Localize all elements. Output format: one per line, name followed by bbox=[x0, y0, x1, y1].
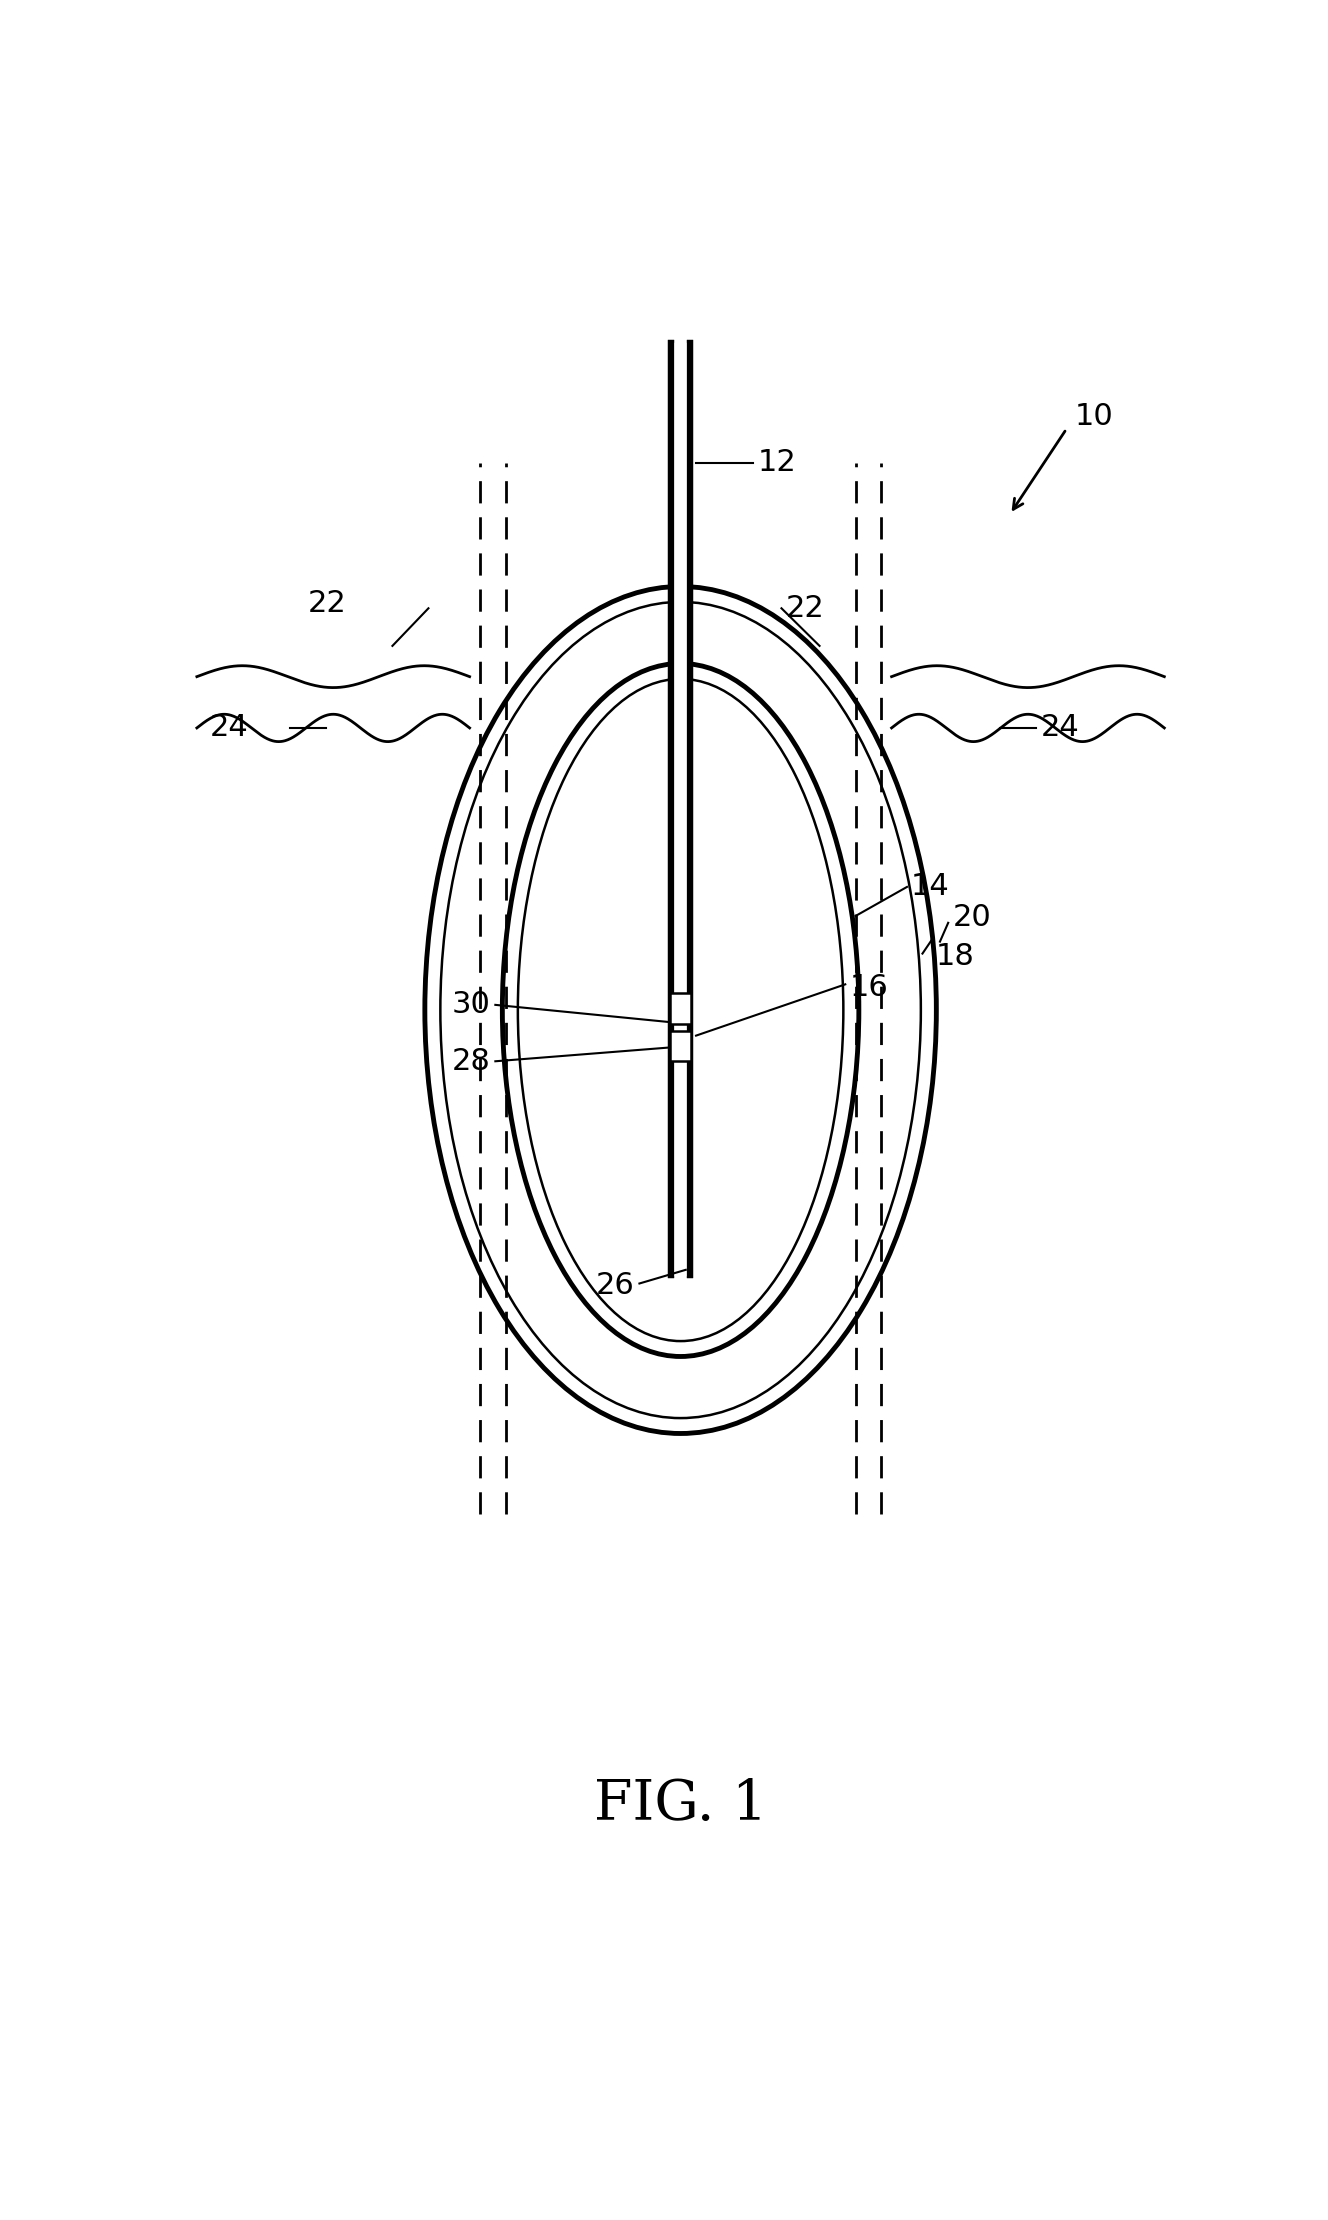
Text: 16: 16 bbox=[850, 972, 888, 1001]
Bar bbox=[671, 992, 691, 1023]
Text: 22: 22 bbox=[307, 588, 347, 617]
Text: 28: 28 bbox=[452, 1048, 490, 1077]
Text: 26: 26 bbox=[595, 1270, 635, 1299]
Bar bbox=[671, 1030, 691, 1061]
Text: 22: 22 bbox=[786, 593, 825, 624]
Bar bbox=[671, 1030, 691, 1061]
Text: FIG. 1: FIG. 1 bbox=[594, 1778, 768, 1831]
Text: 30: 30 bbox=[452, 990, 490, 1019]
Text: 24: 24 bbox=[210, 713, 248, 741]
Text: 10: 10 bbox=[1074, 402, 1114, 431]
Text: 14: 14 bbox=[911, 872, 950, 901]
Bar bbox=[671, 992, 691, 1023]
Text: 18: 18 bbox=[936, 944, 975, 972]
Text: 20: 20 bbox=[952, 904, 991, 932]
Text: 24: 24 bbox=[1041, 713, 1080, 741]
Text: 12: 12 bbox=[758, 448, 797, 477]
